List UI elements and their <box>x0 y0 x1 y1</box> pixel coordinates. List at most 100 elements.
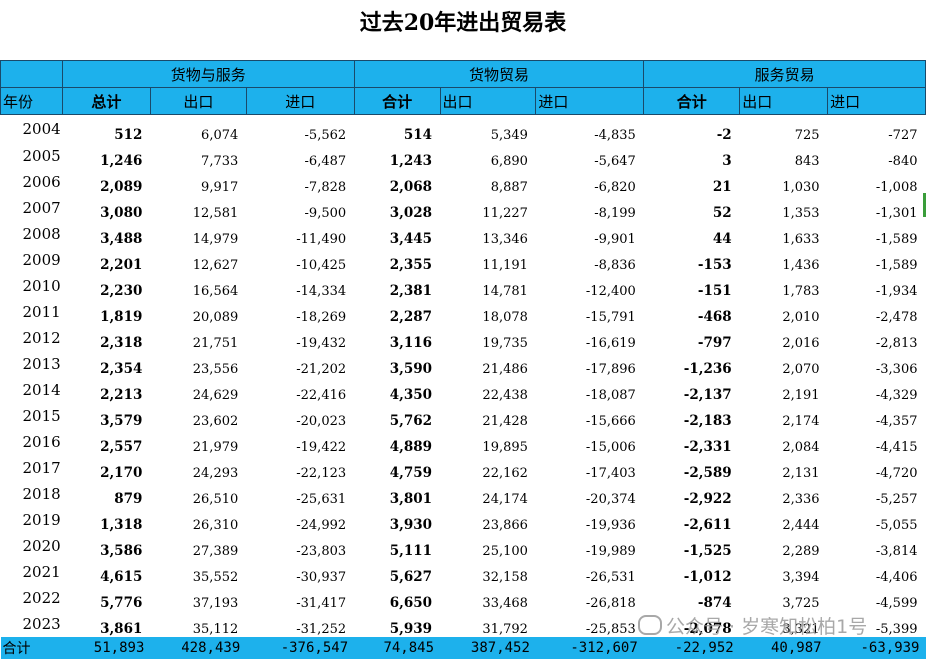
table-cell: -2,813 <box>875 336 918 351</box>
table-cell: -5,257 <box>875 492 918 507</box>
table-cell: -4,720 <box>875 466 918 481</box>
table-cell: -30,937 <box>296 570 347 585</box>
table-cell: -5,562 <box>304 128 347 143</box>
table-cell: 2,287 <box>389 309 433 325</box>
table-cell: 2,336 <box>782 492 820 507</box>
table-cell: 19,735 <box>482 336 528 351</box>
table-cell: -22,123 <box>296 466 347 481</box>
table-cell: 14,781 <box>482 284 528 299</box>
table-cell: -5,055 <box>875 518 918 533</box>
table-cell: 3,116 <box>389 335 433 351</box>
table-cell: -2,078 <box>683 621 732 637</box>
table-cell: -4,415 <box>875 440 918 455</box>
table-cell: -797 <box>697 335 732 351</box>
table-cell: 3,801 <box>389 491 433 507</box>
year-cell: 2016 <box>22 433 61 451</box>
sub-header-import: 进口 <box>245 87 355 115</box>
table-cell: -18,087 <box>585 388 636 403</box>
table-cell: -874 <box>697 595 732 611</box>
table-cell: -1,589 <box>875 232 918 247</box>
table-cell: -4,835 <box>594 128 636 143</box>
table-cell: 23,866 <box>482 518 528 533</box>
year-cell: 2022 <box>22 589 61 607</box>
table-cell: -153 <box>697 257 732 273</box>
year-cell: 2014 <box>22 381 61 399</box>
year-cell: 2010 <box>22 277 61 295</box>
table-cell: 35,552 <box>192 570 239 585</box>
table-cell: -9,500 <box>304 206 347 221</box>
table-cell: 27,389 <box>192 544 239 559</box>
sub-header-export: 出口 <box>739 87 829 115</box>
table-cell: 2,016 <box>782 336 820 351</box>
year-cell: 2021 <box>22 563 61 581</box>
table-cell: -10,425 <box>296 258 347 273</box>
table-cell: -15,791 <box>585 310 636 325</box>
total-cell: -376,547 <box>246 637 355 659</box>
table-cell: 3,861 <box>100 621 143 637</box>
table-row: 2022 5,776 37,193 -31,417 6,650 33,468 -26,818… <box>1 585 926 611</box>
table-cell: 3,394 <box>782 570 820 585</box>
table-cell: -2,137 <box>683 387 732 403</box>
table-cell: 5,776 <box>100 595 143 611</box>
table-cell: -7,828 <box>304 180 347 195</box>
year-cell: 2013 <box>22 355 61 373</box>
table-cell: 1,243 <box>389 153 433 169</box>
year-cell: 2015 <box>22 407 61 425</box>
table-cell: -17,896 <box>585 362 636 377</box>
table-cell: 2,131 <box>782 466 820 481</box>
table-cell: 1,633 <box>782 232 820 247</box>
table-cell: -21,202 <box>296 362 347 377</box>
table-cell: -5,647 <box>594 154 636 169</box>
table-cell: 2,201 <box>100 257 143 273</box>
table-cell: 22,162 <box>482 466 528 481</box>
table-row: 2023 3,861 35,112 -31,252 5,939 31,792 -25,853… <box>1 611 926 637</box>
table-cell: -2,183 <box>683 413 732 429</box>
table-cell: -2,331 <box>683 439 732 455</box>
table-cell: 2,318 <box>100 335 143 351</box>
table-cell: 21,979 <box>192 440 239 455</box>
table-cell: 3,725 <box>782 596 820 611</box>
table-cell: 879 <box>114 491 143 507</box>
table-cell: -151 <box>697 283 732 299</box>
table-row: 2005 1,246 7,733 -6,487 1,243 6,890 -5,647 3 843… <box>1 143 926 169</box>
table-cell: -2 <box>716 127 732 143</box>
table-cell: 12,581 <box>192 206 239 221</box>
table-row: 2010 2,230 16,564 -14,334 2,381 14,781 -12,400… <box>1 273 926 299</box>
table-cell: -9,901 <box>594 232 636 247</box>
table-cell: -1,236 <box>683 361 732 377</box>
table-cell: 26,510 <box>192 492 239 507</box>
table-cell: -1,589 <box>875 258 918 273</box>
table-cell: -3,814 <box>875 544 918 559</box>
table-cell: -22,416 <box>296 388 347 403</box>
table-cell: 32,158 <box>482 570 528 585</box>
table-cell: 2,070 <box>782 362 820 377</box>
group-header-goods: 货物贸易 <box>353 60 645 88</box>
table-cell: 2,068 <box>389 179 433 195</box>
table-cell: 23,556 <box>192 362 239 377</box>
selection-marker <box>923 193 926 217</box>
table-cell: 3 <box>722 153 732 169</box>
year-cell: 2006 <box>22 173 61 191</box>
table-cell: 31,792 <box>482 622 528 637</box>
table-cell: 24,174 <box>482 492 528 507</box>
table-cell: 2,084 <box>782 440 820 455</box>
table-cell: 11,191 <box>482 258 528 273</box>
total-cell: 428,439 <box>150 637 247 659</box>
table-cell: 1,436 <box>782 258 820 273</box>
header-group-row: 货物与服务 货物贸易 服务贸易 <box>0 60 926 88</box>
table-cell: -17,403 <box>585 466 636 481</box>
table-cell: 6,074 <box>201 128 239 143</box>
table-cell: 2,089 <box>100 179 143 195</box>
table-cell: 4,350 <box>389 387 433 403</box>
table-cell: 1,819 <box>100 309 143 325</box>
table-row: 2006 2,089 9,917 -7,828 2,068 8,887 -6,820 21 1,… <box>1 169 926 195</box>
table-cell: 44 <box>712 231 732 247</box>
group-header-services: 服务贸易 <box>643 60 926 88</box>
table-cell: 14,979 <box>192 232 239 247</box>
group-header-goods-services: 货物与服务 <box>61 60 355 88</box>
sub-header-export: 出口 <box>149 87 247 115</box>
table-cell: -4,406 <box>875 570 918 585</box>
table-row: 2008 3,488 14,979 -11,490 3,445 13,346 -9,901 4… <box>1 221 926 247</box>
table-cell: 21 <box>712 179 732 195</box>
table-cell: 512 <box>114 127 143 143</box>
